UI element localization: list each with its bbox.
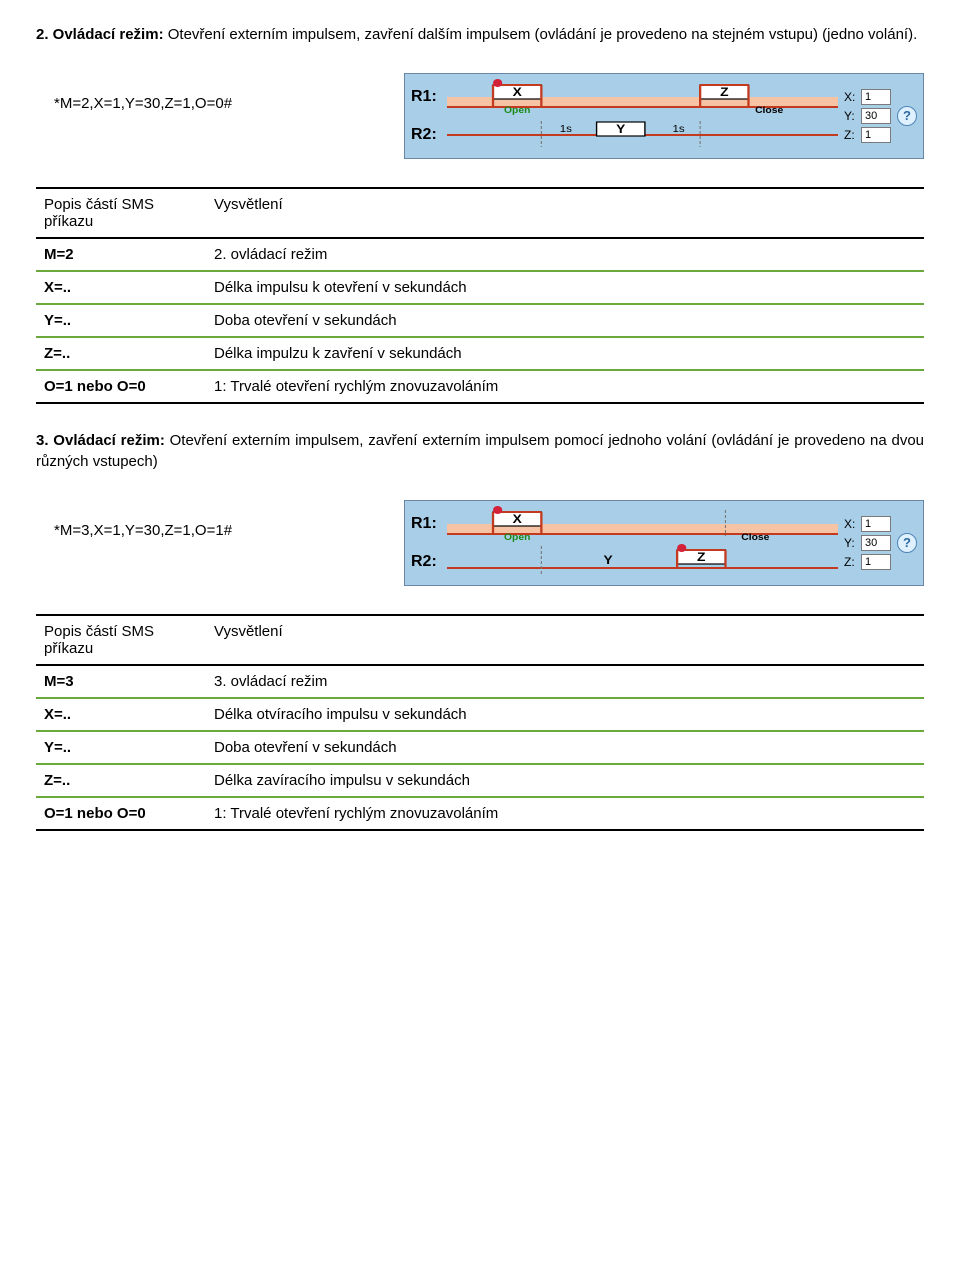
section2-command-row: *M=2,X=1,Y=30,Z=1,O=0# R1: R2: bbox=[36, 73, 924, 159]
svg-text:Z: Z bbox=[720, 85, 729, 99]
r2-label: R2: bbox=[411, 126, 437, 144]
r1-timeline: X Open Close bbox=[447, 506, 838, 542]
cell-left: O=1 nebo O=0 bbox=[36, 370, 206, 403]
table-row: O=1 nebo O=01: Trvalé otevření rychlým z… bbox=[36, 797, 924, 830]
x-val: 1 bbox=[861, 89, 891, 105]
svg-text:Y: Y bbox=[603, 553, 613, 567]
svg-text:1s: 1s bbox=[672, 124, 684, 135]
table-row: X=..Délka otvíracího impulsu v sekundách bbox=[36, 698, 924, 731]
table-row: O=1 nebo O=01: Trvalé otevření rychlým z… bbox=[36, 370, 924, 403]
table-row: Y=..Doba otevření v sekundách bbox=[36, 304, 924, 337]
table-row: X=..Délka impulsu k otevření v sekundách bbox=[36, 271, 924, 304]
section2-table: Popis částí SMS příkazu Vysvětlení M=22.… bbox=[36, 187, 924, 404]
r1-timeline: X Open Z Close bbox=[447, 79, 838, 115]
section3-table: Popis částí SMS příkazu Vysvětlení M=33.… bbox=[36, 614, 924, 831]
table-header-row: Popis částí SMS příkazu Vysvětlení bbox=[36, 615, 924, 665]
cell-right: Doba otevření v sekundách bbox=[206, 731, 924, 764]
cell-left: O=1 nebo O=0 bbox=[36, 797, 206, 830]
cell-left: X=.. bbox=[36, 698, 206, 731]
section3-heading: 3. Ovládací režim: Otevření externím imp… bbox=[36, 430, 924, 472]
section3-command: *M=3,X=1,Y=30,Z=1,O=1# bbox=[36, 500, 232, 539]
section3-command-row: *M=3,X=1,Y=30,Z=1,O=1# R1: R2: bbox=[36, 500, 924, 586]
cell-left: Z=.. bbox=[36, 764, 206, 797]
y-val: 30 bbox=[861, 535, 891, 551]
diagram-values: X:1 Y:30 Z:1 ? bbox=[842, 74, 923, 158]
z-val: 1 bbox=[861, 127, 891, 143]
y-lbl: Y: bbox=[844, 536, 858, 550]
z-lbl: Z: bbox=[844, 128, 858, 142]
svg-text:Open: Open bbox=[504, 533, 531, 542]
cell-right: Délka impulzu k zavření v sekundách bbox=[206, 337, 924, 370]
cell-left: M=2 bbox=[36, 238, 206, 271]
cell-left: Z=.. bbox=[36, 337, 206, 370]
section2-command: *M=2,X=1,Y=30,Z=1,O=0# bbox=[36, 73, 232, 112]
help-icon[interactable]: ? bbox=[897, 106, 917, 126]
svg-text:Open: Open bbox=[504, 106, 531, 115]
r1-label: R1: bbox=[411, 515, 437, 533]
table-header-left: Popis částí SMS příkazu bbox=[36, 188, 206, 238]
section2-diagram: R1: R2: bbox=[404, 73, 924, 159]
diagram-row-labels: R1: R2: bbox=[405, 74, 443, 158]
svg-text:Y: Y bbox=[616, 122, 626, 136]
section2-heading-bold: 2. Ovládací režim: bbox=[36, 26, 164, 43]
svg-text:X: X bbox=[512, 85, 522, 99]
section3-heading-bold: 3. Ovládací režim: bbox=[36, 432, 165, 449]
r2-timeline: Y Z bbox=[447, 544, 838, 580]
cell-right: 3. ovládací režim bbox=[206, 665, 924, 698]
table-header-row: Popis částí SMS příkazu Vysvětlení bbox=[36, 188, 924, 238]
y-val: 30 bbox=[861, 108, 891, 124]
cell-right: Délka impulsu k otevření v sekundách bbox=[206, 271, 924, 304]
help-icon[interactable]: ? bbox=[897, 533, 917, 553]
cell-right: Délka zavíracího impulsu v sekundách bbox=[206, 764, 924, 797]
svg-text:Close: Close bbox=[741, 533, 770, 542]
table-header-right: Vysvětlení bbox=[206, 615, 924, 665]
section3-diagram: R1: R2: X Open bbox=[404, 500, 924, 586]
section2-heading: 2. Ovládací režim: Otevření externím imp… bbox=[36, 24, 924, 45]
table-header-right: Vysvětlení bbox=[206, 188, 924, 238]
table-row: M=22. ovládací režim bbox=[36, 238, 924, 271]
z-val: 1 bbox=[861, 554, 891, 570]
r2-timeline: 1s Y 1s bbox=[447, 117, 838, 153]
r1-label: R1: bbox=[411, 88, 437, 106]
section3-heading-rest: Otevření externím impulsem, zavření exte… bbox=[36, 432, 924, 470]
diagram-row-labels: R1: R2: bbox=[405, 501, 443, 585]
table-row: Y=..Doba otevření v sekundách bbox=[36, 731, 924, 764]
diagram-values: X:1 Y:30 Z:1 ? bbox=[842, 501, 923, 585]
x-lbl: X: bbox=[844, 90, 858, 104]
cell-left: X=.. bbox=[36, 271, 206, 304]
section2-heading-rest: Otevření externím impulsem, zavření dalš… bbox=[164, 26, 918, 43]
svg-text:Z: Z bbox=[697, 550, 706, 564]
x-val: 1 bbox=[861, 516, 891, 532]
table-row: M=33. ovládací režim bbox=[36, 665, 924, 698]
cell-right: Délka otvíracího impulsu v sekundách bbox=[206, 698, 924, 731]
x-lbl: X: bbox=[844, 517, 858, 531]
svg-text:X: X bbox=[512, 512, 522, 526]
cell-left: Y=.. bbox=[36, 731, 206, 764]
cell-right: 1: Trvalé otevření rychlým znovuzavolání… bbox=[206, 370, 924, 403]
svg-text:1s: 1s bbox=[560, 124, 572, 135]
y-lbl: Y: bbox=[844, 109, 858, 123]
svg-text:Close: Close bbox=[755, 106, 784, 115]
cell-right: Doba otevření v sekundách bbox=[206, 304, 924, 337]
r2-label: R2: bbox=[411, 553, 437, 571]
cell-left: Y=.. bbox=[36, 304, 206, 337]
cell-right: 2. ovládací režim bbox=[206, 238, 924, 271]
table-header-left: Popis částí SMS příkazu bbox=[36, 615, 206, 665]
cell-left: M=3 bbox=[36, 665, 206, 698]
table-row: Z=..Délka impulzu k zavření v sekundách bbox=[36, 337, 924, 370]
table-row: Z=..Délka zavíracího impulsu v sekundách bbox=[36, 764, 924, 797]
z-lbl: Z: bbox=[844, 555, 858, 569]
cell-right: 1: Trvalé otevření rychlým znovuzavolání… bbox=[206, 797, 924, 830]
